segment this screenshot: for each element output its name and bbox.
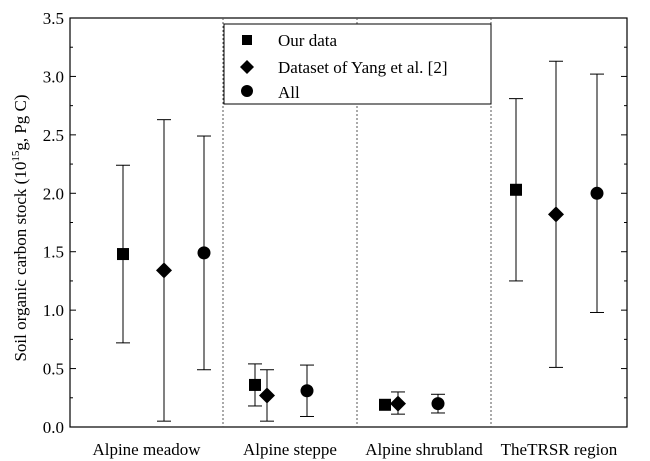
y-tick-label: 1.0 — [43, 301, 64, 320]
data-point-diamond — [259, 387, 275, 404]
y-axis-title-main: Soil organic carbon stock (10 — [11, 162, 30, 362]
data-point-circle — [197, 246, 211, 260]
legend-square-marker — [242, 35, 252, 45]
x-category-label: Alpine steppe — [243, 440, 337, 459]
data-point-circle — [431, 397, 445, 411]
legend: Our data Dataset of Yang et al. [2] All — [223, 23, 492, 105]
y-axis-title: Soil organic carbon stock (1015g, Pg C) — [10, 94, 30, 361]
y-axis-title-superscript: 15 — [10, 150, 22, 162]
data-point-diamond — [156, 262, 172, 279]
data-point-diamond — [548, 206, 564, 223]
x-category-label: Alpine meadow — [92, 440, 201, 459]
data-point-circle — [590, 186, 604, 200]
x-axis: Alpine meadow Alpine steppe Alpine shrubla… — [92, 440, 617, 459]
legend-label-our-data: Our data — [278, 31, 337, 50]
y-tick-label: 0.0 — [43, 418, 64, 437]
legend-label-yang-dataset: Dataset of Yang et al. [2] — [278, 58, 448, 77]
legend-circle-marker — [241, 85, 253, 97]
y-tick-label: 0.5 — [43, 360, 64, 379]
x-category-label: TheTRSR region — [501, 440, 618, 459]
legend-box — [223, 23, 492, 105]
data-point-square — [117, 248, 129, 261]
data-series — [116, 60, 604, 422]
x-category-label: Alpine shrubland — [365, 440, 483, 459]
y-axis: 0.0 0.5 1.0 1.5 2.0 2.5 3.0 3.5 — [43, 9, 627, 437]
y-tick-label: 3.5 — [43, 9, 64, 28]
y-tick-label: 2.5 — [43, 126, 64, 145]
data-point-circle — [300, 384, 314, 398]
data-point-square — [249, 378, 261, 391]
legend-diamond-marker — [240, 60, 254, 74]
y-axis-title-tail: g, Pg C) — [11, 94, 30, 150]
data-point-diamond — [390, 395, 406, 412]
y-tick-label: 1.5 — [43, 243, 64, 262]
data-point-square — [510, 183, 522, 196]
y-tick-label: 3.0 — [43, 67, 64, 86]
y-tick-label: 2.0 — [43, 184, 64, 203]
legend-label-all: All — [278, 83, 300, 102]
data-point-square — [379, 398, 391, 411]
